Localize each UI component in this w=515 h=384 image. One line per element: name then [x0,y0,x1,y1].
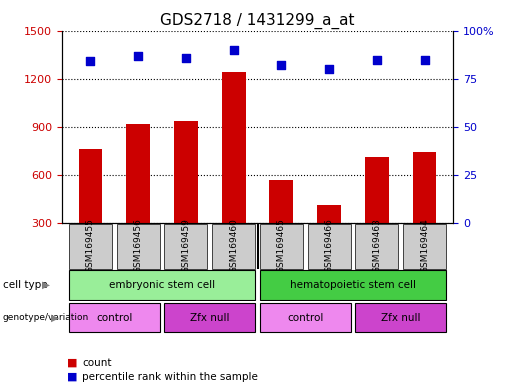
Point [182,55,190,61]
FancyBboxPatch shape [307,223,351,269]
Point [373,56,381,63]
Bar [174,121,198,271]
FancyBboxPatch shape [164,223,208,269]
Text: cell type: cell type [3,280,47,290]
Text: Zfx null: Zfx null [381,313,420,323]
Point [134,53,142,59]
Text: Zfx null: Zfx null [190,313,230,323]
FancyBboxPatch shape [355,303,446,333]
Text: GSM169466: GSM169466 [324,218,334,273]
FancyBboxPatch shape [355,223,398,269]
Text: GSM169463: GSM169463 [372,218,381,273]
Text: ▶: ▶ [42,280,50,290]
Text: GSM169456: GSM169456 [134,218,143,273]
Bar [365,157,389,271]
Text: GSM169460: GSM169460 [229,218,238,273]
Bar [413,152,437,271]
Bar [221,72,246,271]
Point [230,47,238,53]
Text: ■: ■ [67,372,77,382]
Bar [269,180,294,271]
Text: embryonic stem cell: embryonic stem cell [109,280,215,290]
Text: percentile rank within the sample: percentile rank within the sample [82,372,259,382]
Bar [78,149,102,271]
Text: GSM169465: GSM169465 [277,218,286,273]
Text: control: control [96,313,132,323]
Text: hematopoietic stem cell: hematopoietic stem cell [290,280,416,290]
Text: GSM169464: GSM169464 [420,218,429,273]
Title: GDS2718 / 1431299_a_at: GDS2718 / 1431299_a_at [160,13,355,29]
Text: ▶: ▶ [50,313,59,323]
Bar [317,205,341,271]
FancyBboxPatch shape [164,303,255,333]
FancyBboxPatch shape [69,270,255,300]
FancyBboxPatch shape [403,223,446,269]
Point [87,58,95,65]
FancyBboxPatch shape [69,223,112,269]
FancyBboxPatch shape [260,303,351,333]
FancyBboxPatch shape [69,303,160,333]
Text: genotype/variation: genotype/variation [3,313,89,322]
FancyBboxPatch shape [117,223,160,269]
Text: GSM169459: GSM169459 [181,218,191,273]
FancyBboxPatch shape [212,223,255,269]
Text: control: control [287,313,323,323]
Point [325,66,333,72]
Text: GSM169455: GSM169455 [86,218,95,273]
Point [277,62,285,68]
Text: count: count [82,358,112,368]
Bar [126,124,150,271]
Text: ■: ■ [67,358,77,368]
FancyBboxPatch shape [260,270,446,300]
FancyBboxPatch shape [260,223,303,269]
Point [420,56,428,63]
